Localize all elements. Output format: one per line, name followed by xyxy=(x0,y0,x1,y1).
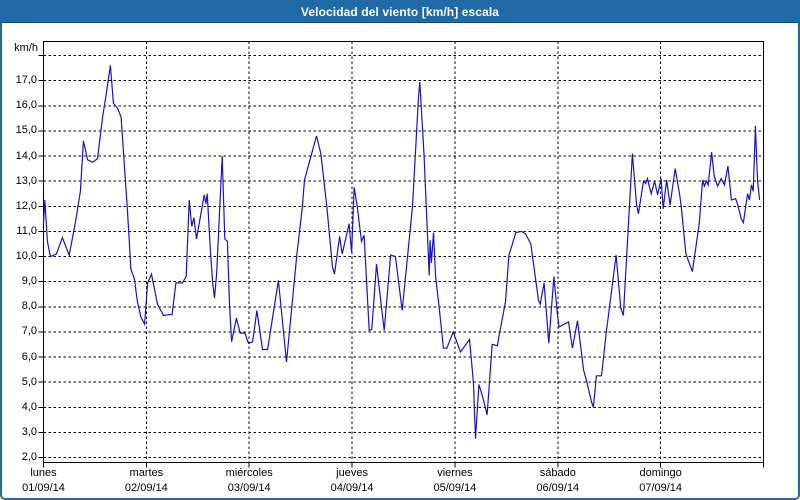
wind-speed-line xyxy=(42,65,761,439)
chart-area: km/h 2,0 3,0 4,0 5,0 6,0 7,0 8,0 9,0 10,0 11,0 12,… xyxy=(2,23,798,498)
plot-border xyxy=(43,41,764,463)
wind-speed-chart xyxy=(38,41,764,468)
y-axis-unit-label: km/h xyxy=(14,42,38,54)
title-bar: Velocidad del viento [km/h] escala xyxy=(2,2,798,23)
window-title: Velocidad del viento [km/h] escala xyxy=(300,5,500,19)
